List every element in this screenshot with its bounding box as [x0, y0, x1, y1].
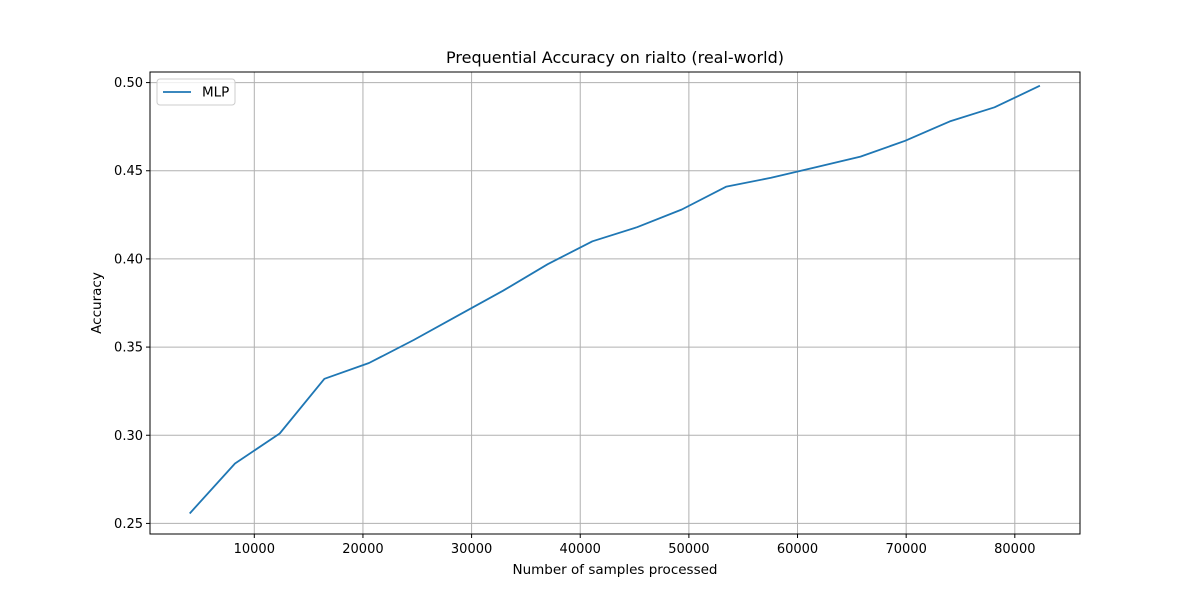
- legend-box: [156, 78, 236, 106]
- y-tick-label: 0.50: [114, 76, 143, 91]
- chart-title: Prequential Accuracy on rialto (real-wor…: [446, 48, 784, 67]
- x-tick-label: 30000: [451, 542, 492, 557]
- x-axis-ticks: 10000 20000 30000 40000 50000 60000 70000 80000: [234, 534, 1035, 557]
- y-tick-label: 0.35: [114, 341, 143, 356]
- y-tick-label: 0.25: [114, 517, 143, 532]
- x-axis-label: Number of samples processed: [513, 562, 718, 578]
- y-axis-label: Accuracy: [89, 272, 105, 334]
- x-tick-label: 60000: [777, 542, 818, 557]
- x-tick-label: 50000: [668, 542, 709, 557]
- y-tick-label: 0.45: [114, 164, 143, 179]
- x-tick-label: 70000: [885, 542, 926, 557]
- y-tick-label: 0.30: [114, 429, 143, 444]
- series-line-mlp: [189, 84, 1041, 515]
- y-axis-ticks: 0.25 0.30 0.35 0.40 0.45 0.50: [114, 76, 150, 532]
- series-layer: [189, 84, 1041, 515]
- plot-area-frame: [149, 71, 1081, 535]
- x-tick-label: 80000: [994, 542, 1035, 557]
- legend: MLP: [156, 78, 236, 106]
- x-tick-label: 20000: [342, 542, 383, 557]
- y-tick-label: 0.40: [114, 252, 143, 267]
- x-tick-label: 40000: [560, 542, 601, 557]
- x-tick-label: 10000: [234, 542, 275, 557]
- legend-label: MLP: [202, 85, 229, 101]
- grid-lines: [150, 72, 1080, 534]
